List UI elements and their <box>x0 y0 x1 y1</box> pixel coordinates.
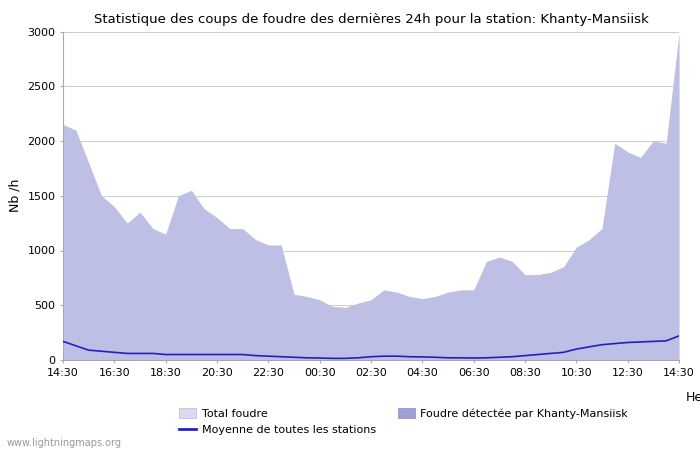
Title: Statistique des coups de foudre des dernières 24h pour la station: Khanty-Mansii: Statistique des coups de foudre des dern… <box>94 13 648 26</box>
Text: www.lightningmaps.org: www.lightningmaps.org <box>7 438 122 448</box>
Legend: Total foudre, Moyenne de toutes les stations, Foudre détectée par Khanty-Mansiis: Total foudre, Moyenne de toutes les stat… <box>179 408 628 435</box>
Text: Heure: Heure <box>686 391 700 404</box>
Y-axis label: Nb /h: Nb /h <box>8 179 22 212</box>
